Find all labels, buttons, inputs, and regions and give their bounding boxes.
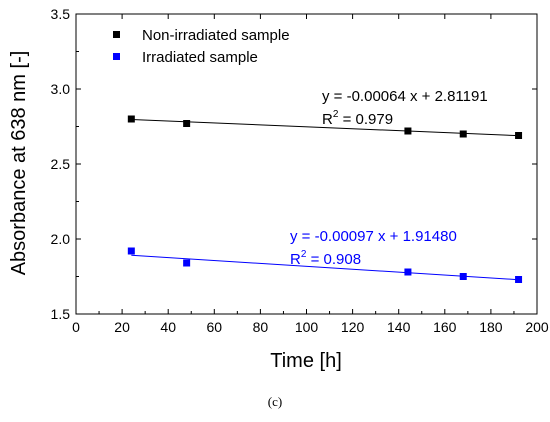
fit-equation-2: y = -0.00097 x + 1.91480 xyxy=(290,228,457,245)
x-tick-label: 200 xyxy=(525,319,549,335)
x-tick-label: 60 xyxy=(207,319,223,335)
data-point-series-1 xyxy=(127,115,135,123)
y-tick-label: 3.0 xyxy=(51,81,71,97)
fit-annotations: y = -0.00064 x + 2.81191 R2 = 0.979 y = -0… xyxy=(290,88,488,268)
y-axis-label: Absorbance at 638 nm [-] xyxy=(8,51,30,276)
data-points xyxy=(127,115,523,283)
x-tick-label: 40 xyxy=(160,319,176,335)
fit-r2-2: R2 = 0.908 xyxy=(290,249,361,268)
legend: Non-irradiated sample Irradiated sample xyxy=(113,27,290,66)
y-axis-ticks: 1.5 2.0 2.5 3.0 3.5 xyxy=(51,6,537,322)
data-point-series-2 xyxy=(459,273,467,280)
fit-r2-1: R2 = 0.979 xyxy=(322,109,393,128)
data-point-series-2 xyxy=(183,259,191,267)
x-tick-label: 20 xyxy=(114,319,130,335)
fit-line-series-2 xyxy=(131,254,519,281)
x-tick-label: 120 xyxy=(341,319,365,335)
data-point-series-1 xyxy=(459,130,467,138)
legend-marker-1 xyxy=(113,31,120,38)
fit-lines xyxy=(131,119,519,281)
data-point-series-1 xyxy=(515,132,523,139)
data-point-series-2 xyxy=(127,247,135,255)
chart: 0 20 40 60 80 100 120 140 160 180 200 1.5 2.0 2.5 3.0… xyxy=(8,6,549,372)
y-tick-label: 3.5 xyxy=(51,6,71,22)
y-tick-label: 2.0 xyxy=(51,231,71,247)
y-tick-label: 1.5 xyxy=(51,306,71,322)
x-tick-label: 80 xyxy=(253,319,269,335)
legend-label-2: Irradiated sample xyxy=(142,49,258,66)
figure-caption: (c) xyxy=(267,394,283,409)
legend-marker-2 xyxy=(113,53,120,60)
data-point-series-2 xyxy=(515,276,523,283)
legend-label-1: Non-irradiated sample xyxy=(142,27,290,44)
x-tick-label: 180 xyxy=(479,319,503,335)
x-tick-label: 0 xyxy=(72,319,80,335)
data-point-series-2 xyxy=(404,268,412,276)
x-axis-ticks: 0 20 40 60 80 100 120 140 160 180 200 xyxy=(72,14,549,335)
data-point-series-1 xyxy=(404,127,412,135)
x-tick-label: 160 xyxy=(433,319,457,335)
x-axis-label: Time [h] xyxy=(270,350,342,372)
x-tick-label: 140 xyxy=(387,319,411,335)
x-tick-label: 100 xyxy=(295,319,319,335)
fit-equation-1: y = -0.00064 x + 2.81191 xyxy=(322,88,488,105)
y-tick-label: 2.5 xyxy=(51,156,71,172)
fit-line-series-1 xyxy=(131,119,519,137)
data-point-series-1 xyxy=(183,120,191,127)
